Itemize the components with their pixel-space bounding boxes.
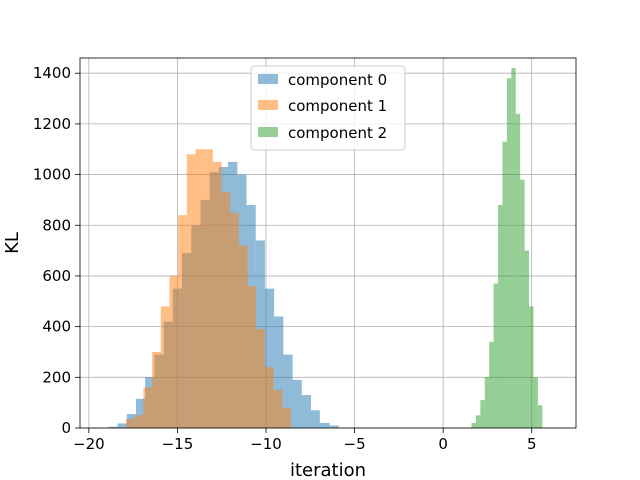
histogram-bar [489,341,494,428]
histogram-bar [283,354,293,428]
legend-label-component-0: component 0 [288,71,387,89]
histogram-bar [126,419,135,428]
plot-frame [79,57,577,429]
histogram-bar [515,113,521,429]
histogram-bar [108,426,118,428]
histogram-bar [204,149,213,428]
histogram-bar [319,422,330,428]
histogram-bar [493,283,499,428]
axis-ticks: −20 −15 −10 −5 0 5 0 200 400 600 800 1000 1200 1400 [33,64,537,453]
histogram-bar [533,377,538,428]
x-tick-label: 0 [438,435,448,453]
y-tick-label: 400 [42,318,71,336]
histogram-bar [511,68,516,428]
histogram-bar [238,245,248,428]
y-axis-label: KL [2,232,23,254]
histogram-bar [529,306,534,428]
histogram-bar [274,316,284,428]
y-tick-label: 800 [42,216,71,234]
histogram-bar [273,389,283,428]
histogram-bar [301,395,311,428]
histogram-bar [143,387,153,428]
histogram-bar [484,377,490,428]
histogram-bar [310,410,320,428]
histogram-bar [152,351,161,428]
histogram-bar [520,179,525,428]
histogram-bar [212,161,222,428]
histogram-bar [169,275,179,428]
histogram-bar [247,286,257,428]
histogram-bar [135,398,146,428]
histogram-bar [195,149,205,428]
x-tick-label: −10 [250,435,282,453]
legend-swatch-component-0 [258,74,278,84]
y-tick-label: 1000 [33,166,71,184]
histogram-bar [230,212,239,428]
series-1 [126,149,291,428]
histogram-bar [264,288,275,428]
x-tick-label: −20 [73,435,105,453]
histogram-bar [329,425,339,428]
histogram-bar [117,423,127,428]
series-2 [471,68,543,429]
y-tick-label: 0 [61,419,71,437]
histogram-bar [186,154,196,428]
histogram-bar [160,306,170,428]
x-axis-label: iteration [290,460,366,480]
histogram-bar [264,367,274,428]
legend-swatch-component-2 [258,127,278,137]
histogram-bar [537,405,543,428]
histogram-bar [524,250,530,428]
x-tick-label: −5 [344,435,366,453]
legend: component 0 component 1 component 2 [250,65,406,151]
histogram-bar [475,415,481,428]
bars [108,68,543,429]
histogram-bar [498,204,503,428]
histogram-bar [471,422,476,428]
y-tick-label: 600 [42,267,71,285]
histogram-bar [480,400,485,428]
x-tick-label: −15 [162,435,194,453]
histogram-bar [178,215,187,428]
histogram-bar [221,192,231,428]
x-tick-label: 5 [527,435,537,453]
histogram-bar [292,379,302,428]
histogram-bar [134,415,144,428]
legend-frame [250,65,406,151]
histogram-bar [502,141,507,429]
legend-label-component-2: component 2 [288,124,387,142]
legend-label-component-1: component 1 [288,97,387,115]
y-tick-label: 1200 [33,115,71,133]
histogram-bar [282,407,291,428]
legend-swatch-component-1 [258,100,278,110]
y-tick-label: 1400 [33,64,71,82]
y-tick-label: 200 [42,368,71,386]
histogram-bar [256,329,265,428]
histogram-bar [506,78,512,428]
